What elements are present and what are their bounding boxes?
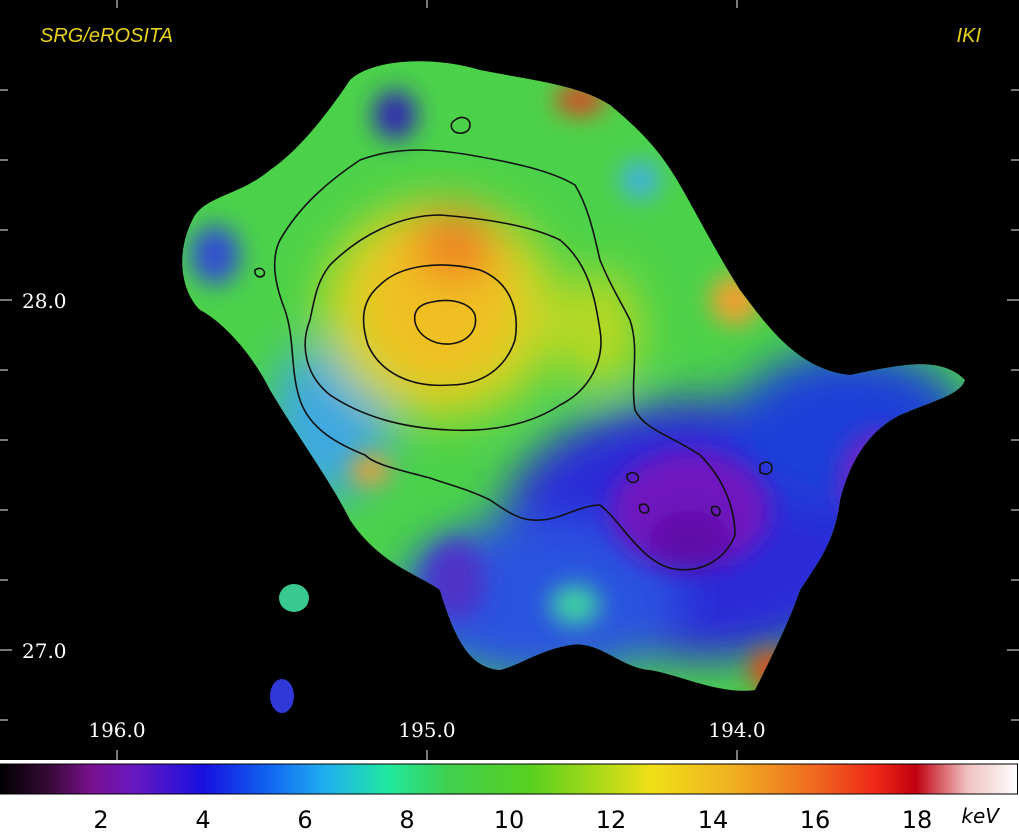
temperature-map: SRG/eROSITA IKI 28.0 27.0 196.0 195.0 19… [0, 0, 1019, 760]
colorbar-tick-16: 16 [800, 806, 831, 834]
x-tick-label-195: 195.0 [398, 718, 455, 742]
instrument-label: SRG/eROSITA [40, 25, 173, 47]
x-tick-label-196: 196.0 [88, 718, 145, 742]
colorbar [0, 763, 1018, 795]
colorbar-tick-6: 6 [297, 806, 312, 834]
colorbar-tick-2: 2 [93, 806, 108, 834]
institute-label: IKI [957, 25, 982, 47]
colorbar-unit-label: keV [961, 804, 999, 828]
contour-lines [254, 116, 773, 571]
colorbar-ticks: 2 4 6 8 10 12 14 16 18 [93, 806, 933, 834]
colorbar-tick-14: 14 [698, 806, 729, 834]
colorbar-tick-4: 4 [195, 806, 210, 834]
small-blob-blue [270, 679, 294, 713]
colorbar-tick-10: 10 [494, 806, 525, 834]
colorbar-tick-12: 12 [596, 806, 627, 834]
tick-marks [0, 0, 1019, 760]
colorbar-tick-18: 18 [902, 806, 933, 834]
colorbar-tick-8: 8 [399, 806, 414, 834]
x-tick-label-194: 194.0 [708, 718, 765, 742]
y-tick-label-27: 27.0 [22, 639, 67, 663]
y-tick-label-28: 28.0 [22, 289, 67, 313]
small-blob-green [279, 584, 309, 612]
